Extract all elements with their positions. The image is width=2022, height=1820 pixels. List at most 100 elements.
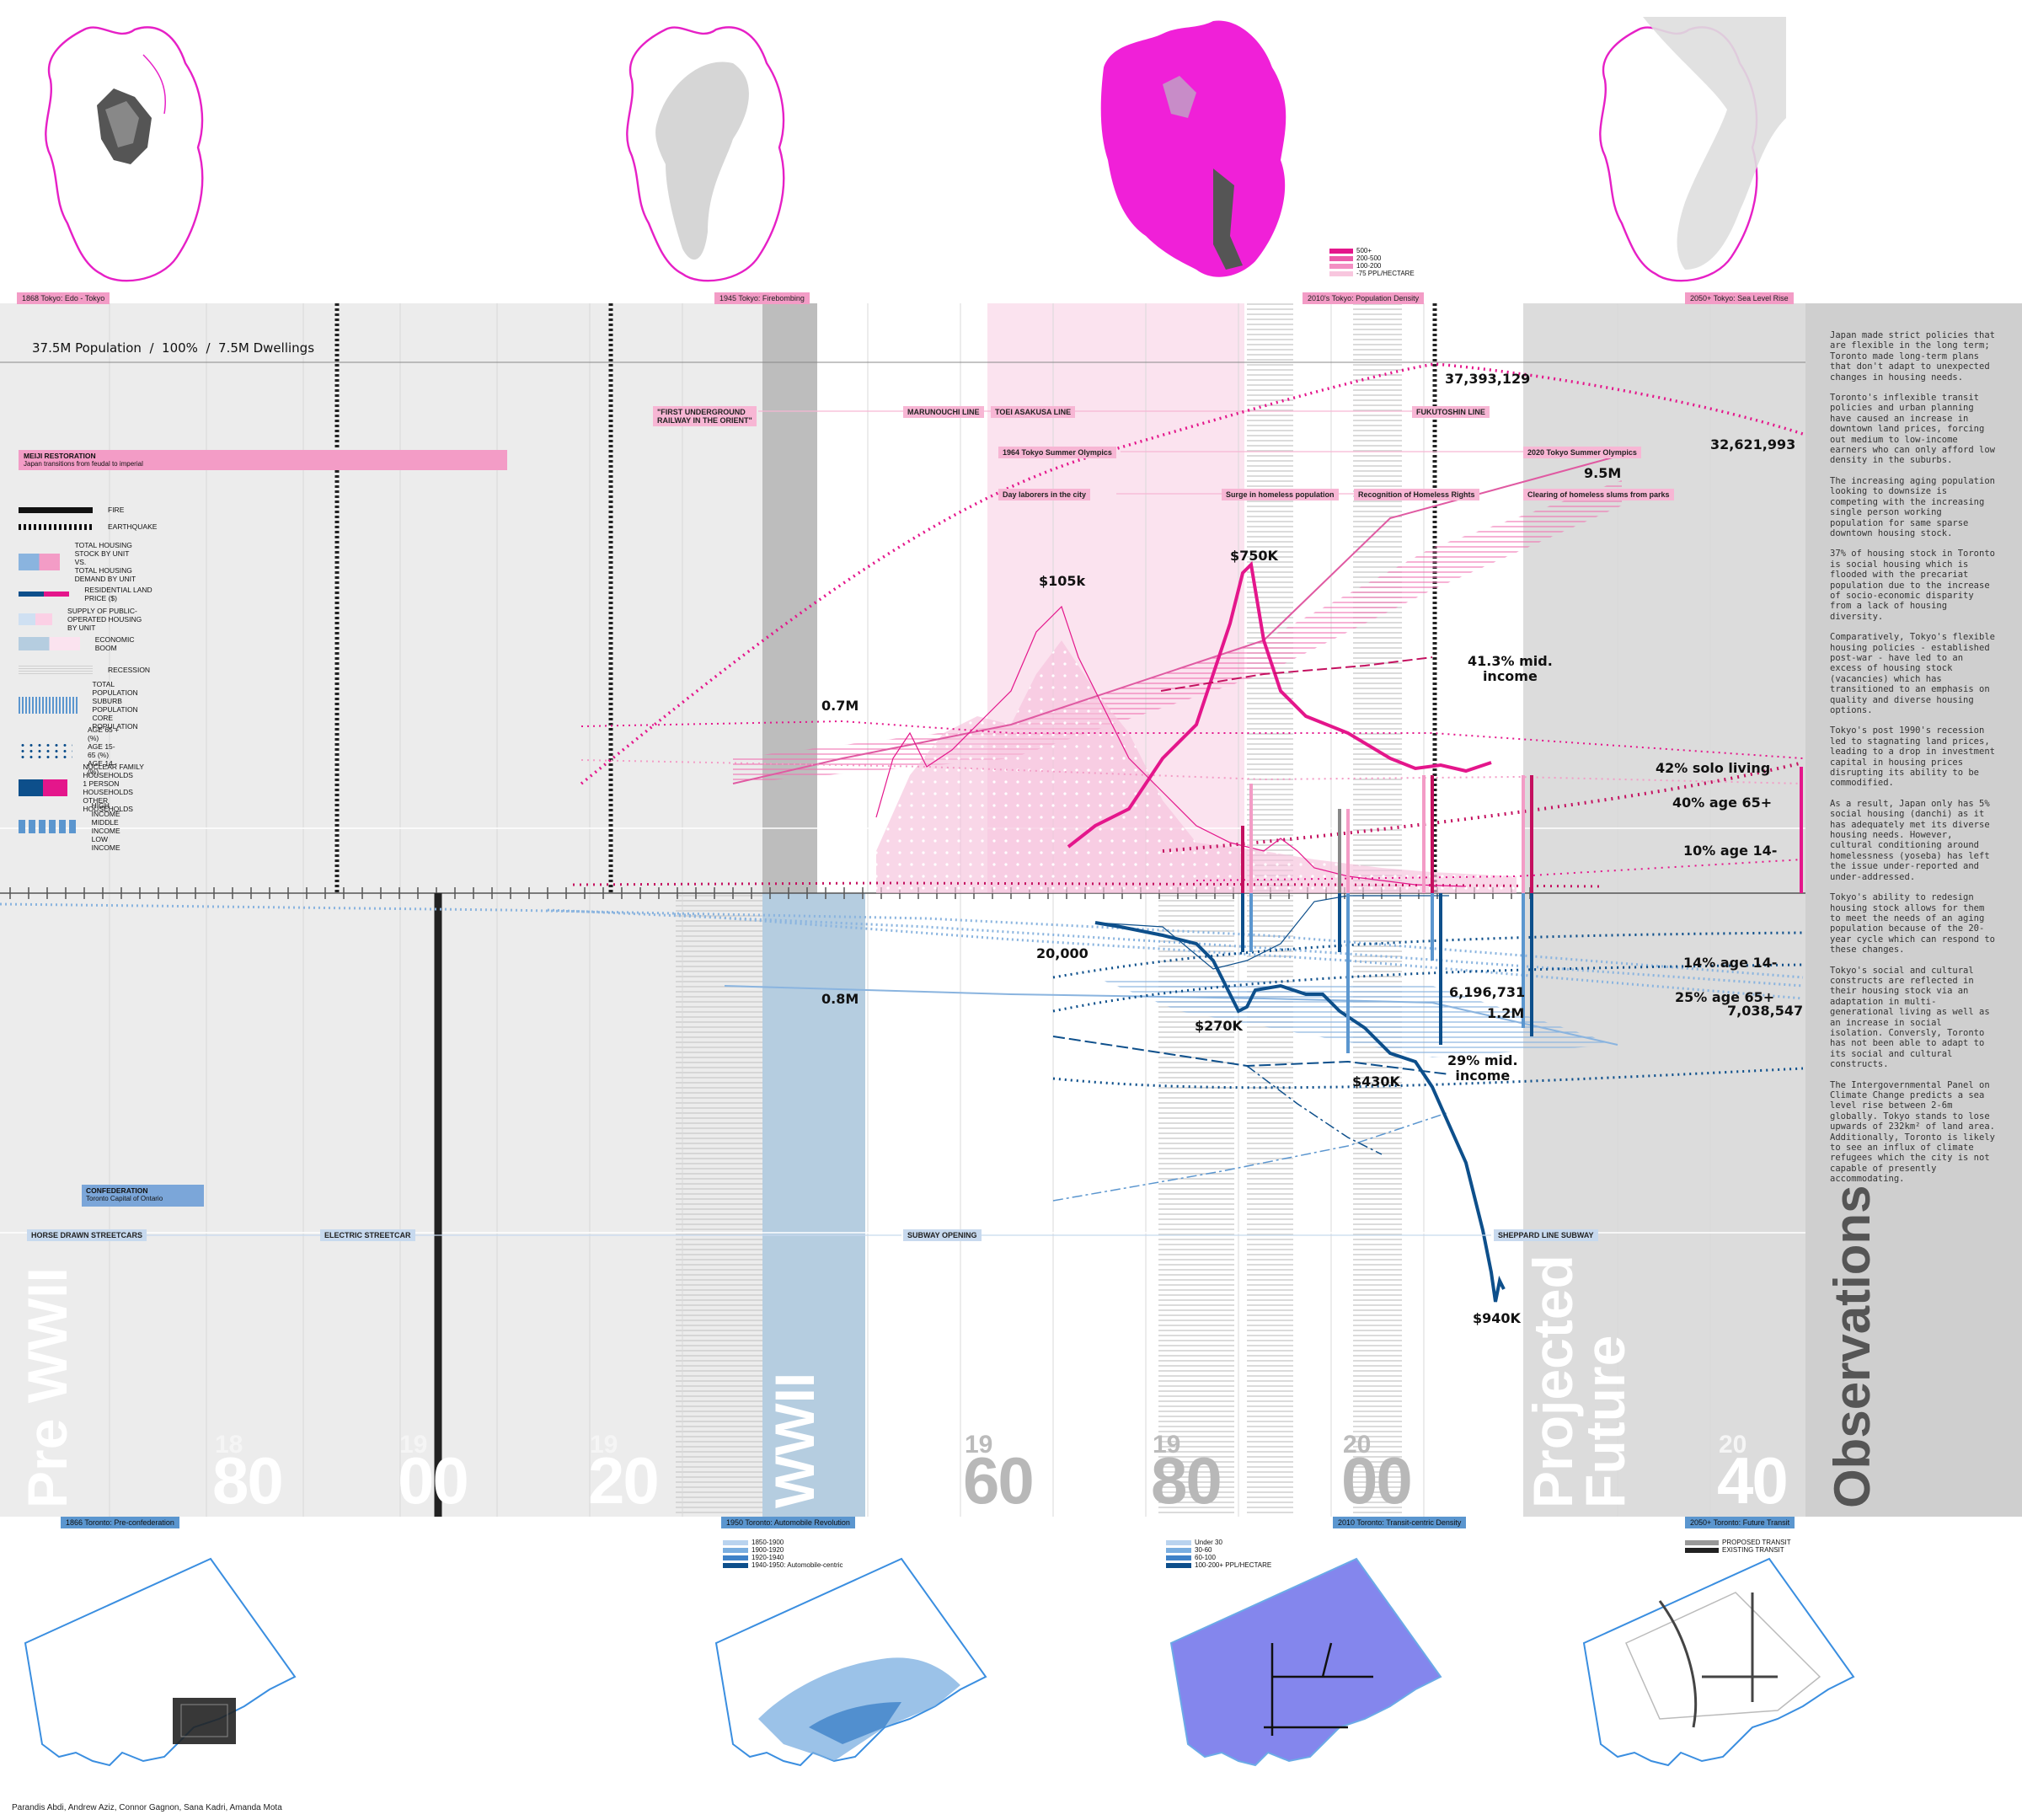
tokyo-public-housing-dots (876, 640, 1516, 893)
credits: Parandis Abdi, Andrew Aziz, Connor Gagno… (12, 1803, 282, 1812)
label-toronto-940k: $940K (1473, 1310, 1521, 1326)
tokyo-density-legend: 500+ 200-500 100-200 -75 PPL/HECTARE (1329, 247, 1415, 277)
label-toronto-270k: $270K (1195, 1018, 1243, 1034)
tag-clearing: Clearing of homeless slums from parks (1523, 489, 1674, 500)
label-tokyo-mid-income: 41.3% mid. income (1468, 653, 1553, 684)
tag-recognition: Recognition of Homeless Rights (1354, 489, 1479, 500)
label-tokyo-age14: 10% age 14- (1683, 843, 1778, 859)
label-toronto-age65: 25% age 65+ (1675, 989, 1775, 1005)
legend-households: NUCLEAR FAMILY HOUSEHOLDS 1 PERSON HOUSE… (83, 763, 144, 813)
tokyo-household-bars (1241, 767, 1803, 893)
toronto-map-2010 (1169, 1557, 1442, 1767)
era-wwii: WWII (763, 1372, 826, 1508)
observation-6: Tokyo's post 1990's recession led to sta… (1830, 725, 1995, 789)
tokyo-housing-area (733, 480, 1622, 784)
tokyo-map-2010 (1100, 20, 1286, 277)
age-legend-4: 1940-1950: Automobile-centric (752, 1561, 843, 1569)
tokyo-age65-line (1162, 761, 1804, 853)
legend-age: AGE 65 + (%) AGE 15-65 (%) AGE 14 - (%) (88, 725, 120, 776)
legend-public-housing: SUPPLY OF PUBLIC-OPERATED HOUSING BY UNI… (67, 607, 142, 632)
population-summary: 37.5M Population / 100% / 7.5M Dwellings (32, 340, 315, 356)
tag-subway-opening: SUBWAY OPENING (903, 1229, 982, 1241)
tag-toei: TOEI ASAKUSA LINE (991, 406, 1076, 418)
legend-housing: TOTAL HOUSING STOCK BY UNIT VS. TOTAL HO… (74, 541, 136, 583)
toronto-label-2050: 2050+ Toronto: Future Transit (1685, 1517, 1795, 1528)
year-1960-decade: 60 (963, 1443, 1035, 1518)
year-1980-decade: 80 (1151, 1443, 1222, 1518)
toronto-map-2050 (1582, 1557, 1855, 1767)
tor-density-legend-4: 100-200+ PPL/HECTARE (1195, 1561, 1272, 1569)
toronto-age65-line (1052, 931, 1804, 979)
toronto-household-bars (1241, 893, 1533, 1053)
legend-land-price: RESIDENTIAL LAND PRICE ($) (84, 586, 152, 602)
observations-panel (1805, 303, 2022, 1517)
tor-density-legend-3: 60-100 (1195, 1554, 1216, 1561)
tokyo-mid-income (1160, 656, 1433, 692)
tokyo-map-1945 (626, 26, 785, 282)
toronto-map-1866 (24, 1557, 297, 1767)
age-legend-3: 1920-1940 (752, 1554, 784, 1561)
observation-2: Toronto's inflexible transit policies an… (1830, 393, 1995, 466)
tokyo-age15-line (572, 881, 1602, 888)
label-tokyo-housing: 9.5M (1584, 465, 1622, 481)
tokyo-label-1945: 1945 Tokyo: Firebombing (714, 292, 810, 304)
legend-boom: ECONOMIC BOOM (94, 635, 135, 652)
legend-fire: FIRE (108, 506, 125, 514)
confederation-box: CONFEDERATION Toronto Capital of Ontario (82, 1185, 204, 1207)
label-toronto-projected-population: 7,038,547 (1727, 1003, 1804, 1019)
toronto-total-population (0, 902, 1804, 1000)
tokyo-early-land-price (875, 605, 1467, 887)
toronto-transit-legend: PROPOSED TRANSIT EXISTING TRANSIT (1685, 1539, 1791, 1554)
density-legend-500: 500+ (1356, 247, 1372, 254)
observation-3: The increasing aging population looking … (1830, 475, 1995, 538)
label-toronto-start-population: 0.8M (821, 991, 859, 1007)
observation-4: 37% of housing stock in Toronto is socia… (1830, 549, 1995, 622)
observations-text: Japan made strict policies that are flex… (1830, 330, 1995, 1195)
observation-9: Tokyo's social and cultural constructs a… (1830, 965, 1990, 1070)
label-tokyo-start-population: 0.7M (821, 698, 859, 714)
tag-sheppard: SHEPPARD LINE SUBWAY (1494, 1229, 1598, 1241)
observation-8: Tokyo's ability to redesign housing stoc… (1830, 892, 1995, 956)
label-tokyo-105k: $105k (1039, 573, 1086, 589)
transit-legend-proposed: PROPOSED TRANSIT (1722, 1539, 1791, 1546)
label-toronto-mid-income: 29% mid. income (1447, 1052, 1518, 1084)
era-projected: Projected Future (1522, 1255, 1636, 1508)
legend-earthquake: EARTHQUAKE (108, 522, 158, 531)
label-toronto-2010-population: 6,196,731 (1449, 984, 1526, 1000)
toronto-early-land-price (1094, 895, 1449, 970)
label-tokyo-solo: 42% solo living (1656, 760, 1771, 776)
year-1920-century: 19 (590, 1431, 618, 1459)
year-2000-century: 20 (1343, 1431, 1372, 1459)
era-observations: Observations (1824, 1185, 1880, 1508)
tag-olympics-2020: 2020 Tokyo Summer Olympics (1523, 447, 1641, 458)
tokyo-label-1868: 1868 Tokyo: Edo - Tokyo (17, 292, 110, 304)
tokyo-label-2050: 2050+ Tokyo: Sea Level Rise (1685, 292, 1794, 304)
density-legend-75: -75 PPL/HECTARE (1356, 270, 1415, 277)
year-2040-century: 20 (1719, 1431, 1747, 1459)
tokyo-housing-line (732, 454, 1623, 784)
toronto-map-1950 (714, 1557, 987, 1767)
tokyo-total-population (580, 362, 1804, 785)
toronto-age14-line (1052, 963, 1804, 1013)
tag-first-underground: "FIRST UNDERGROUND RAILWAY IN THE ORIENT… (653, 406, 757, 426)
toronto-age-legend: 1850-1900 1900-1920 1920-1940 1940-1950:… (723, 1539, 843, 1569)
tokyo-land-price-line (1067, 560, 1492, 848)
label-tokyo-age65: 40% age 65+ (1672, 795, 1773, 811)
tag-surge-homeless: Surge in homeless population (1222, 489, 1339, 500)
transit-legend-existing: EXISTING TRANSIT (1722, 1546, 1784, 1554)
tag-fukutoshin: FUKUTOSHIN LINE (1412, 406, 1490, 418)
observation-7: As a result, Japan only has 5% social ho… (1830, 798, 1990, 882)
tokyo-map-1868 (45, 26, 204, 282)
year-1920-decade: 20 (588, 1443, 660, 1518)
density-legend-100: 100-200 (1356, 262, 1382, 270)
toronto-land-price-line (1094, 921, 1506, 1303)
toronto-mid-income (1052, 1036, 1450, 1075)
label-tokyo-projected-population: 32,621,993 (1710, 436, 1796, 452)
label-tokyo-750k: $750K (1230, 548, 1278, 564)
year-1900-decade: 00 (398, 1443, 469, 1518)
tokyo-map-2050 (1599, 17, 1786, 282)
era-pre-wwii: Pre WWII (16, 1266, 78, 1508)
tokyo-core-population (580, 759, 1804, 784)
